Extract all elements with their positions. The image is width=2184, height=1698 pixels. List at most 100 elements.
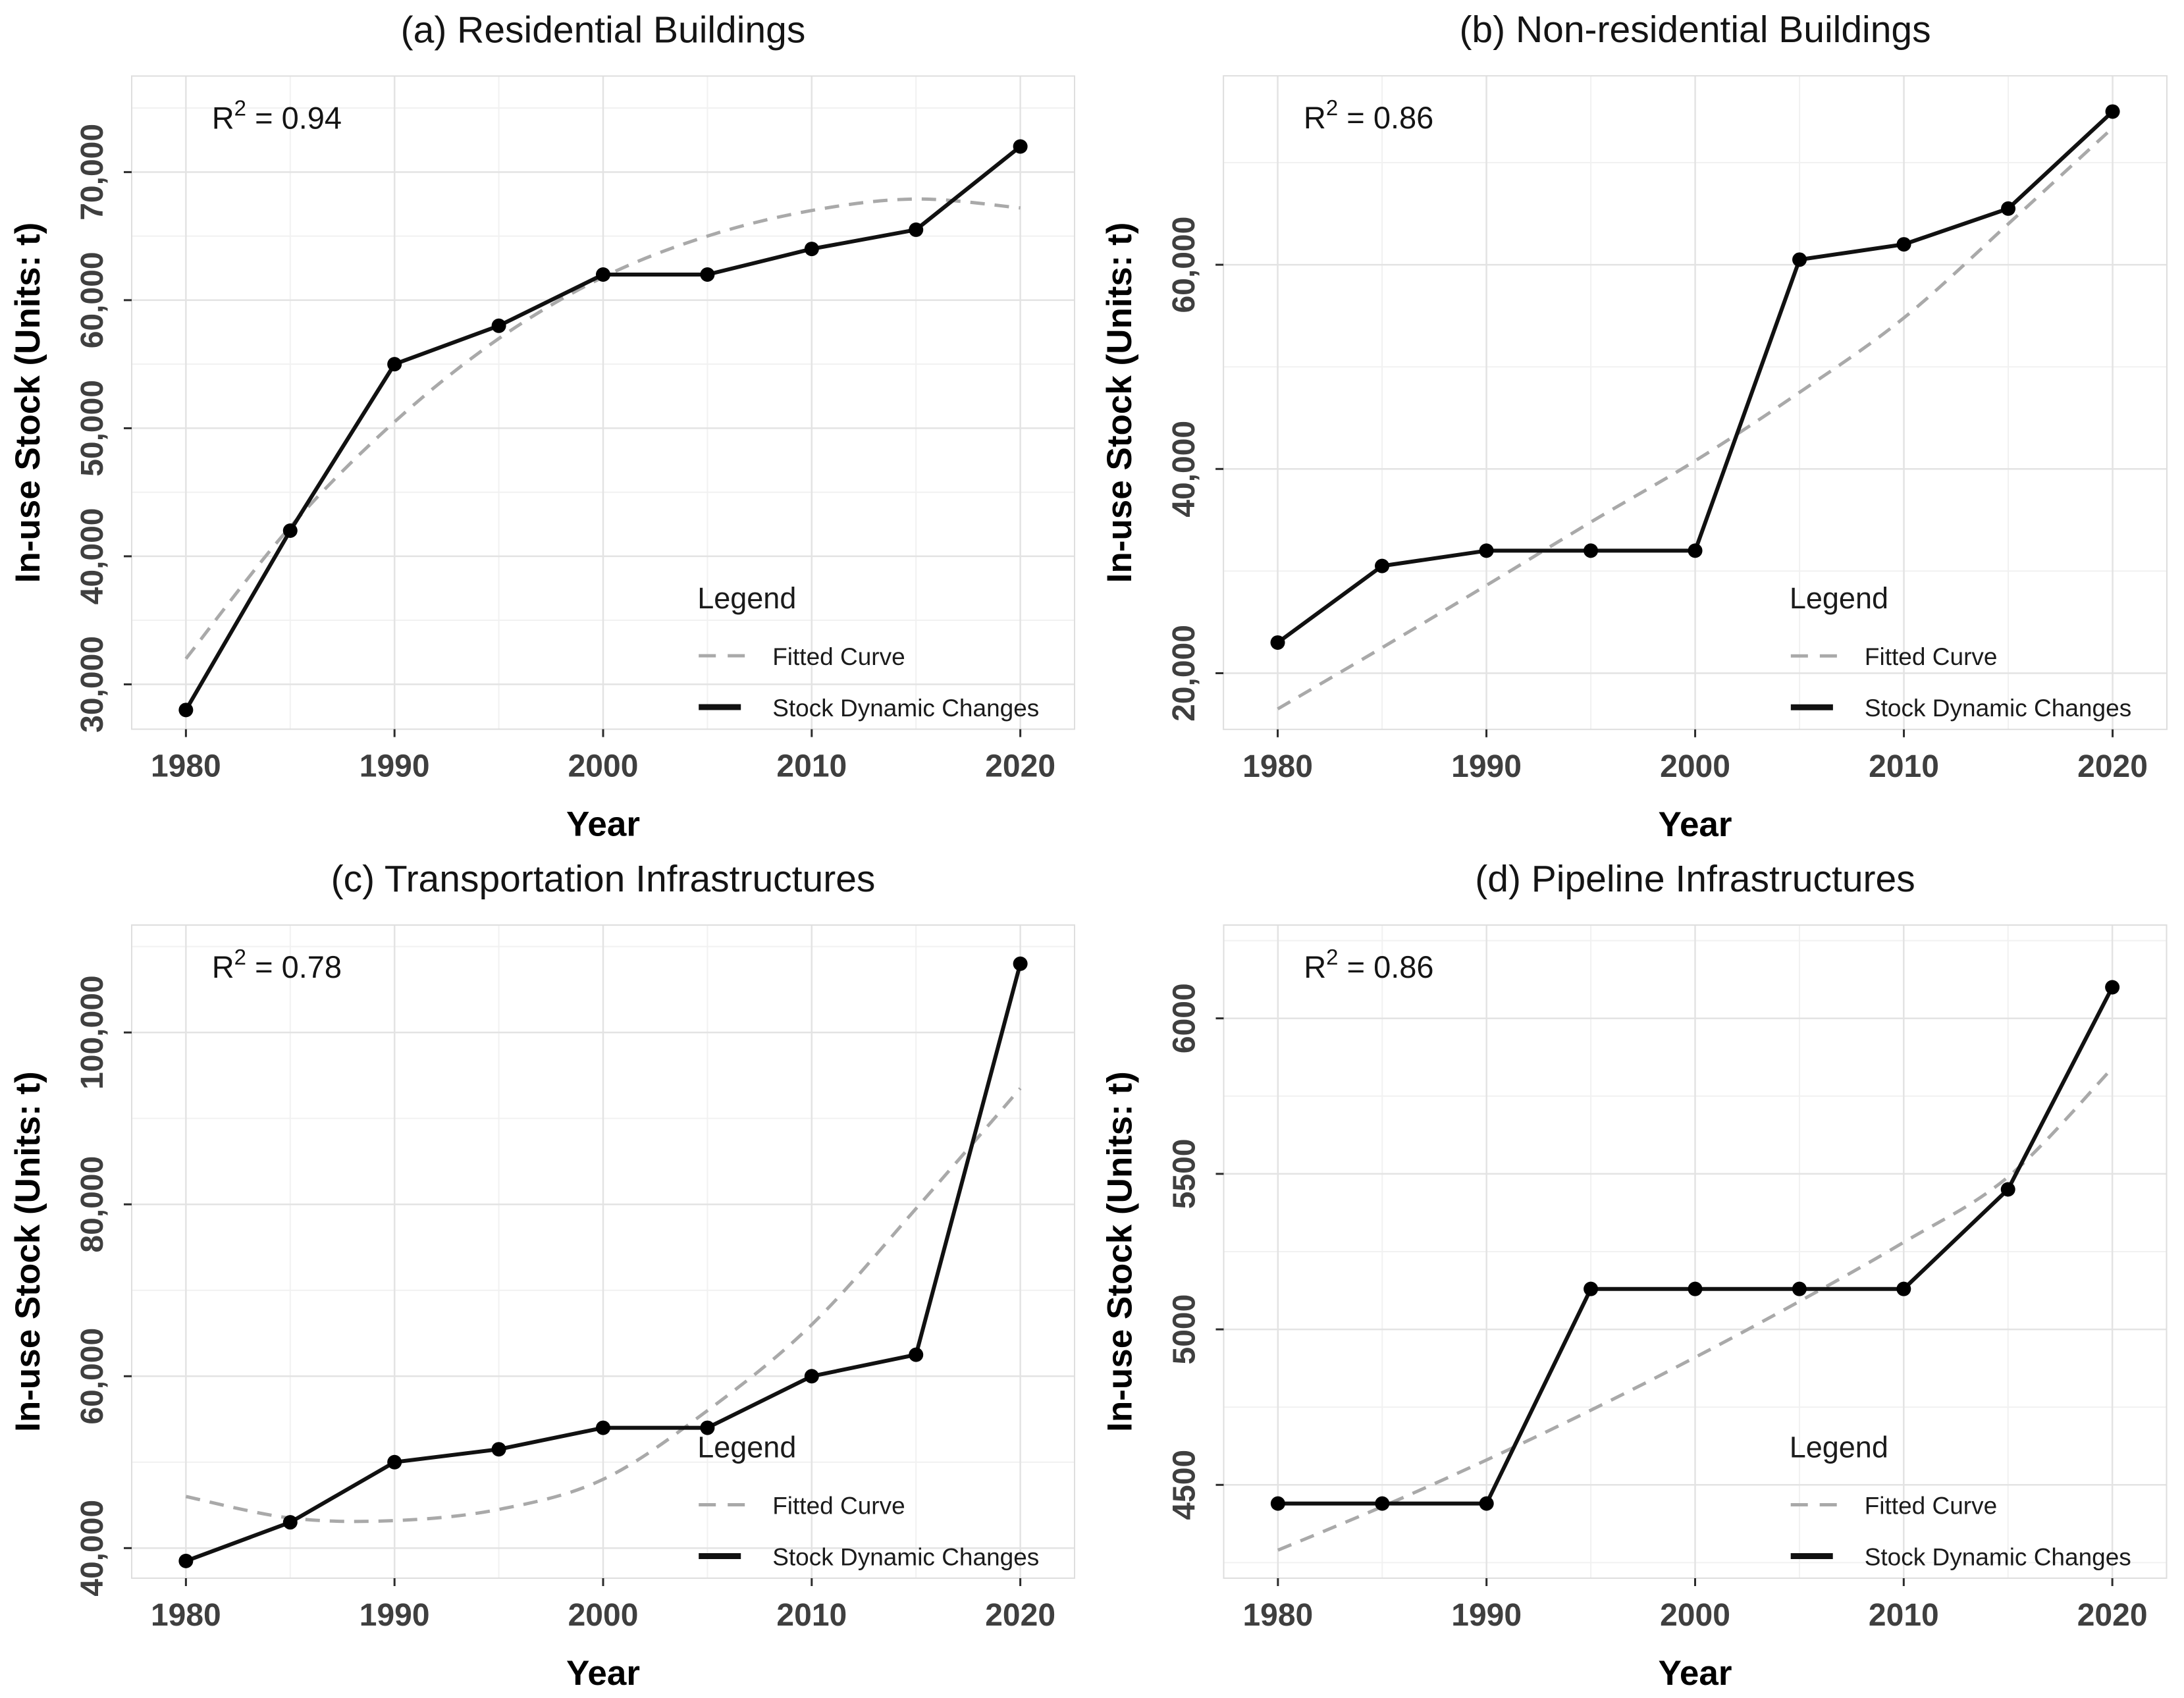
x-tick-label: 1980 xyxy=(151,1598,221,1633)
legend-item-label: Stock Dynamic Changes xyxy=(1865,1543,2131,1570)
x-tick-label: 2020 xyxy=(2077,749,2148,784)
r-squared-annotation: R2 = 0.86 xyxy=(1304,95,1433,135)
data-point-marker xyxy=(1584,1281,1599,1296)
r-squared-annotation: R2 = 0.94 xyxy=(212,96,342,136)
panel-title: (d) Pipeline Infrastructures xyxy=(1475,858,1915,900)
y-axis-title: In-use Stock (Units: t) xyxy=(1101,1071,1140,1432)
x-tick-label: 2020 xyxy=(985,749,1055,784)
chart-panel-b: 1980 1990 2000 2010 2020 20,000 40,000 60,000 Ye… xyxy=(1092,0,2184,849)
y-tick-label: 40,000 xyxy=(75,1500,110,1597)
legend-item-label: Fitted Curve xyxy=(772,1492,905,1519)
y-axis-title: In-use Stock (Units: t) xyxy=(9,1071,47,1432)
y-tick-label: 60,000 xyxy=(1167,217,1202,313)
data-point-marker xyxy=(1270,635,1285,650)
data-point-marker xyxy=(1792,252,1807,267)
y-tick-label: 5500 xyxy=(1167,1139,1202,1209)
panel-title: (b) Non-residential Buildings xyxy=(1459,9,1931,51)
data-point-marker xyxy=(1479,543,1494,558)
data-point-marker xyxy=(1013,139,1028,154)
legend-item-label: Fitted Curve xyxy=(772,643,905,670)
y-tick-label: 40,000 xyxy=(75,508,110,605)
x-axis-title: Year xyxy=(1658,1654,1732,1693)
chart-panel-c: 1980 1990 2000 2010 2020 40,000 60,000 80,000 10… xyxy=(0,849,1092,1698)
legend-title: Legend xyxy=(1790,1430,1888,1464)
chart-svg-b: 1980 1990 2000 2010 2020 20,000 40,000 60,000 Ye… xyxy=(1100,9,2168,844)
y-tick-label: 30,000 xyxy=(75,636,110,733)
data-point-marker xyxy=(1688,1281,1703,1296)
x-axis-title: Year xyxy=(1659,805,1732,844)
panel-title: (a) Residential Buildings xyxy=(401,9,806,51)
data-point-marker xyxy=(1688,543,1703,558)
legend-item-label: Fitted Curve xyxy=(1865,1492,1998,1519)
data-point-marker xyxy=(1792,1281,1807,1296)
y-axis-title: In-use Stock (Units: t) xyxy=(1100,223,1139,583)
chart-svg-c: 1980 1990 2000 2010 2020 40,000 60,000 80,000 10… xyxy=(9,858,1075,1693)
y-tick-label: 6000 xyxy=(1167,983,1202,1053)
data-point-marker xyxy=(1375,1496,1390,1511)
x-axis-title: Year xyxy=(566,805,640,844)
data-point-marker xyxy=(2105,980,2120,995)
x-tick-label: 1990 xyxy=(360,749,430,784)
x-tick-label: 2010 xyxy=(776,749,847,784)
r-squared-annotation: R2 = 0.78 xyxy=(212,945,342,984)
chart-panel-a: 1980 1990 2000 2010 2020 30,000 40,000 50,000 60… xyxy=(0,0,1092,849)
x-tick-label: 1990 xyxy=(360,1598,430,1633)
data-point-marker xyxy=(387,1454,402,1470)
legend-title: Legend xyxy=(697,1430,796,1464)
y-tick-label: 70,000 xyxy=(75,124,110,221)
data-point-marker xyxy=(700,1420,715,1435)
chart-svg-a: 1980 1990 2000 2010 2020 30,000 40,000 50,000 60… xyxy=(9,9,1075,844)
data-point-marker xyxy=(2000,1182,2015,1197)
x-tick-label: 2000 xyxy=(1660,749,1730,784)
x-tick-label: 2010 xyxy=(1869,1598,1939,1633)
data-point-marker xyxy=(1375,558,1390,573)
legend-item-label: Stock Dynamic Changes xyxy=(772,695,1039,722)
data-point-marker xyxy=(2105,104,2120,119)
legend-item-label: Stock Dynamic Changes xyxy=(772,1543,1039,1570)
r-squared-annotation: R2 = 0.86 xyxy=(1304,945,1433,984)
data-point-marker xyxy=(387,357,402,372)
chart-svg-d: 1980 1990 2000 2010 2020 4500 5000 5500 6000 Year… xyxy=(1101,858,2168,1693)
data-point-marker xyxy=(700,267,715,282)
data-point-marker xyxy=(2001,201,2016,216)
y-tick-label: 5000 xyxy=(1167,1294,1202,1365)
chart-panel-d: 1980 1990 2000 2010 2020 4500 5000 5500 6000 Year… xyxy=(1092,849,2184,1698)
legend-item-label: Fitted Curve xyxy=(1865,643,1998,670)
y-tick-label: 80,000 xyxy=(75,1156,110,1253)
y-tick-label: 100,000 xyxy=(75,975,110,1090)
data-point-marker xyxy=(804,1369,819,1384)
y-axis-title: In-use Stock (Units: t) xyxy=(9,223,47,583)
x-tick-label: 2000 xyxy=(1660,1598,1730,1633)
x-axis-title: Year xyxy=(566,1654,640,1693)
data-point-marker xyxy=(1584,543,1599,558)
data-point-marker xyxy=(178,1553,194,1568)
x-tick-label: 2010 xyxy=(1869,749,1939,784)
data-point-marker xyxy=(596,267,610,282)
fitted-curve-line xyxy=(1277,1067,2114,1552)
y-tick-label: 60,000 xyxy=(75,252,110,348)
data-point-marker xyxy=(1013,956,1028,971)
data-point-marker xyxy=(282,1515,298,1530)
x-tick-label: 1980 xyxy=(151,749,221,784)
data-point-marker xyxy=(596,1420,610,1435)
x-tick-label: 2000 xyxy=(568,1598,639,1633)
legend-title: Legend xyxy=(1790,581,1888,615)
data-point-marker xyxy=(491,318,506,333)
fitted-curve-line xyxy=(185,1087,1022,1524)
data-point-marker xyxy=(909,1347,924,1362)
x-tick-label: 2020 xyxy=(985,1598,1055,1633)
data-point-marker xyxy=(282,523,298,539)
y-tick-label: 50,000 xyxy=(75,380,110,477)
x-tick-label: 1990 xyxy=(1451,749,1522,784)
panel-title: (c) Transportation Infrastructures xyxy=(331,858,876,900)
data-point-marker xyxy=(1270,1496,1285,1511)
data-point-marker xyxy=(178,703,194,718)
legend-item-label: Stock Dynamic Changes xyxy=(1865,694,2131,722)
y-tick-label: 40,000 xyxy=(1167,421,1202,517)
data-point-marker xyxy=(909,222,924,237)
x-tick-label: 1980 xyxy=(1242,749,1313,784)
x-tick-label: 2000 xyxy=(568,749,639,784)
x-tick-label: 2010 xyxy=(776,1598,847,1633)
y-tick-label: 4500 xyxy=(1167,1450,1202,1520)
